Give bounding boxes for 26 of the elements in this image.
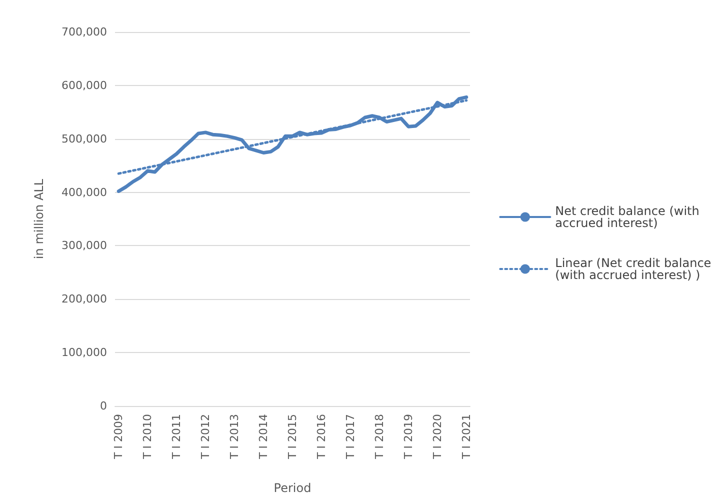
y-tick-label: 200,000 [62,292,107,306]
x-tick-label: T I 2015 [286,414,299,460]
y-tick-label: 0 [100,400,107,412]
x-tick-label: T I 2010 [141,414,154,460]
x-axis-title: Period [274,481,312,495]
x-tick-label: T I 2014 [257,414,270,460]
x-tick-label: T I 2009 [112,414,126,460]
x-tick-label: T I 2020 [430,414,444,460]
y-tick-label: 500,000 [62,132,107,146]
y-tick-label: 700,000 [62,26,107,38]
x-tick-label: T I 2017 [344,414,357,460]
x-tick-label: T I 2018 [372,414,386,460]
y-tick-label: 600,000 [62,78,107,92]
y-tick-label: 300,000 [62,239,107,252]
legend-label: Net credit balance (with accrued interest) [555,204,704,230]
y-axis-title: in million ALL [32,178,46,260]
x-tick-label: T I 2011 [170,414,184,460]
line-series [116,95,468,193]
x-tick-label: T I 2016 [314,414,328,460]
y-tick-label: 100,000 [62,346,107,360]
legend-label: Linear (Net credit balance (with accrued interest) ) [555,256,716,282]
x-tick-label: T I 2021 [460,414,473,460]
y-tick-label: 400,000 [62,186,107,199]
x-tick-label: T I 2019 [402,414,415,460]
x-tick-label: T I 2013 [228,414,242,460]
x-tick-label: T I 2012 [199,414,212,460]
